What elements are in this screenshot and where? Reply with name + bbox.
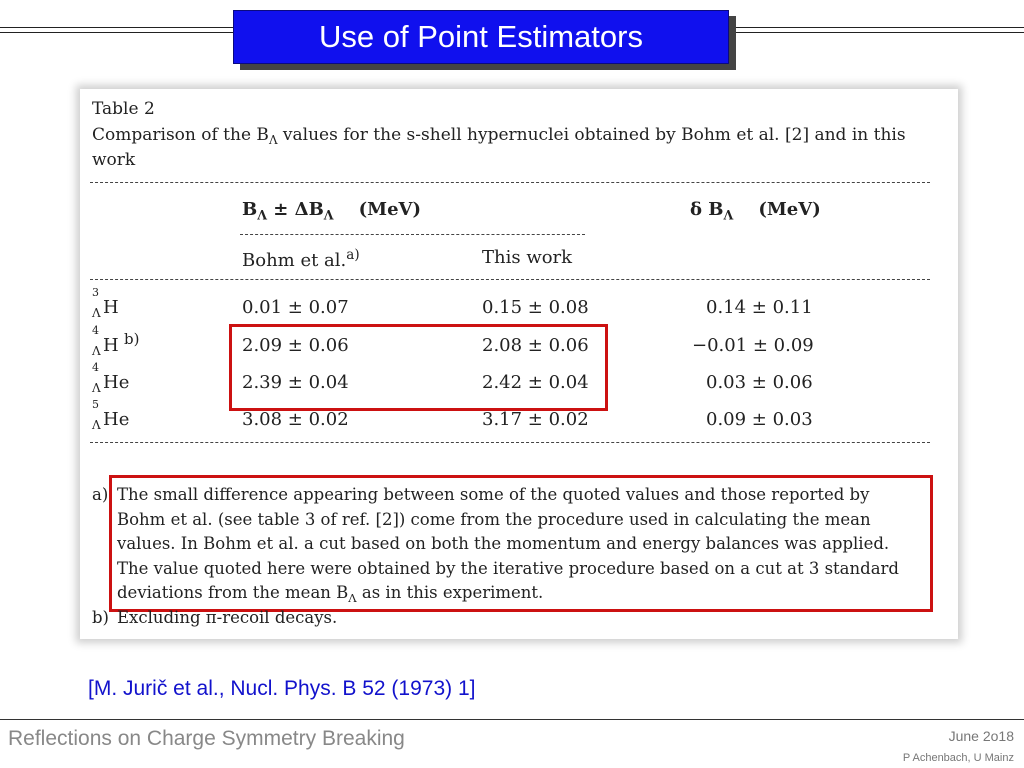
cell-this-work: 3.17 ± 0.02 xyxy=(482,409,589,430)
header-delta: δ BΛ (MeV) xyxy=(690,199,821,223)
table-caption-line2: work xyxy=(92,150,136,170)
highlight-box-rows xyxy=(229,324,608,411)
header-rule-right-top xyxy=(734,27,1024,28)
footnote-a-line: The value quoted here were obtained by t… xyxy=(117,559,899,578)
citation-reference: [M. Jurič et al., Nucl. Phys. B 52 (1973… xyxy=(88,677,476,700)
footnote-a-line: The small difference appearing between s… xyxy=(117,485,870,504)
table-caption-line1: Comparison of the BΛ values for the s-sh… xyxy=(92,125,906,148)
footer-rule xyxy=(0,719,1024,720)
cell-bohm: 2.09 ± 0.06 xyxy=(242,335,349,356)
header-group-rule xyxy=(240,234,585,235)
cell-delta: 0.14 ± 0.11 xyxy=(706,297,813,318)
footnote-a-line: values. In Bohm et al. a cut based on bo… xyxy=(117,534,890,553)
footnote-a-line: Bohm et al. (see table 3 of ref. [2]) co… xyxy=(117,510,871,529)
cell-bohm: 3.08 ± 0.02 xyxy=(242,409,349,430)
table-scan-image: Table 2 Comparison of the BΛ values for … xyxy=(80,89,958,639)
table-rule-bottom xyxy=(90,442,930,443)
col-header-this-work: This work xyxy=(482,247,573,268)
table-rule-header xyxy=(90,279,930,280)
header-rule-right-bottom xyxy=(734,32,1024,33)
slide-title: Use of Point Estimators xyxy=(319,19,643,54)
header-rule-left-bottom xyxy=(0,32,233,33)
cell-this-work: 0.15 ± 0.08 xyxy=(482,297,589,318)
cell-delta: 0.03 ± 0.06 xyxy=(706,372,813,393)
header-group: BΛ ± ΔBΛ (MeV) xyxy=(242,199,422,223)
table-rule-top xyxy=(90,182,930,183)
cell-delta: 0.09 ± 0.03 xyxy=(706,409,813,430)
highlight-box-footnote xyxy=(109,475,933,612)
cell-this-work: 2.08 ± 0.06 xyxy=(482,335,589,356)
cell-bohm: 0.01 ± 0.07 xyxy=(242,297,349,318)
slide-title-box: Use of Point Estimators xyxy=(233,10,729,64)
cell-bohm: 2.39 ± 0.04 xyxy=(242,372,349,393)
table-label: Table 2 xyxy=(92,99,155,119)
header-rule-left-top xyxy=(0,27,233,28)
footnote-b-label: b) xyxy=(92,608,109,627)
col-header-bohm: Bohm et al.a) xyxy=(242,247,360,271)
cell-this-work: 2.42 ± 0.04 xyxy=(482,372,589,393)
footer-date: June 2o18 xyxy=(948,728,1014,744)
cell-delta: −0.01 ± 0.09 xyxy=(692,335,814,356)
footnote-a-line: deviations from the mean BΛ as in this e… xyxy=(117,583,544,606)
footer-title: Reflections on Charge Symmetry Breaking xyxy=(8,727,405,750)
footnote-a-label: a) xyxy=(92,485,109,504)
footer-author: P Achenbach, U Mainz xyxy=(902,752,1014,764)
footnote-b-text: Excluding π-recoil decays. xyxy=(117,608,338,627)
